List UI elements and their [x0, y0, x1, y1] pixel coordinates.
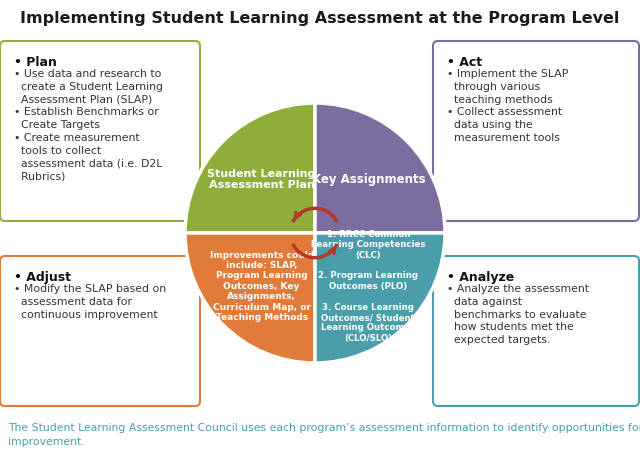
Text: • Use data and research to
  create a Student Learning
  Assessment Plan (SLAP)
: • Use data and research to create a Stud…: [14, 69, 163, 181]
Text: Student Learning
Assessment Plan: Student Learning Assessment Plan: [207, 169, 316, 190]
Wedge shape: [185, 103, 315, 233]
FancyBboxPatch shape: [0, 41, 200, 221]
Text: • Modify the SLAP based on
  assessment data for
  continuous improvement: • Modify the SLAP based on assessment da…: [14, 284, 166, 320]
Text: Improvements could
include: SLAP,
Program Learning
Outcomes, Key
Assignments,
Cu: Improvements could include: SLAP, Progra…: [210, 251, 314, 322]
Wedge shape: [185, 233, 315, 363]
Text: • Adjust: • Adjust: [14, 271, 71, 284]
Text: • Act: • Act: [447, 56, 482, 69]
FancyBboxPatch shape: [433, 41, 639, 221]
Wedge shape: [315, 103, 445, 233]
FancyBboxPatch shape: [0, 256, 200, 406]
Text: Implementing Student Learning Assessment at the Program Level: Implementing Student Learning Assessment…: [20, 11, 620, 26]
FancyBboxPatch shape: [433, 256, 639, 406]
Wedge shape: [315, 233, 445, 363]
Text: Key Assignments: Key Assignments: [312, 173, 425, 186]
Text: • Implement the SLAP
  through various
  teaching methods
• Collect assessment
 : • Implement the SLAP through various tea…: [447, 69, 568, 143]
Text: • Analyze: • Analyze: [447, 271, 515, 284]
Text: • Plan: • Plan: [14, 56, 57, 69]
Text: • Analyze the assessment
  data against
  benchmarks to evaluate
  how students : • Analyze the assessment data against be…: [447, 284, 589, 345]
Text: 1. RRCC Common
Learning Competencies
(CLC)

2. Program Learning
Outcomes (PLO)

: 1. RRCC Common Learning Competencies (CL…: [311, 230, 426, 343]
Text: The Student Learning Assessment Council uses each program’s assessment informati: The Student Learning Assessment Council …: [8, 423, 640, 447]
